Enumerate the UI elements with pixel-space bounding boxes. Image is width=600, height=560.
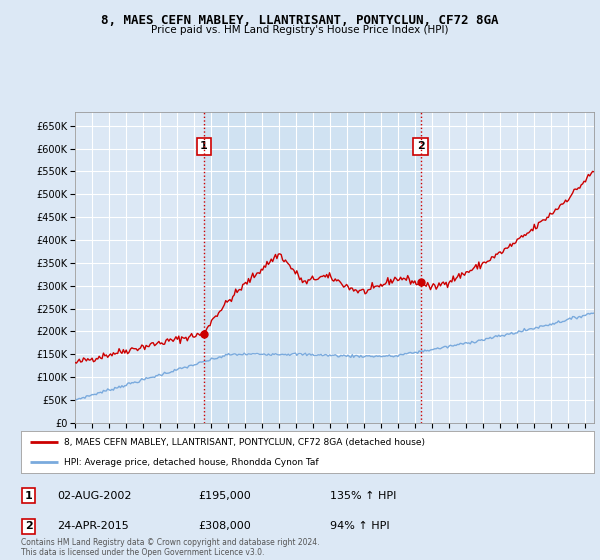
Text: 24-APR-2015: 24-APR-2015 [57, 521, 129, 531]
Text: 1: 1 [25, 491, 32, 501]
Text: Contains HM Land Registry data © Crown copyright and database right 2024.
This d: Contains HM Land Registry data © Crown c… [21, 538, 320, 557]
Text: £308,000: £308,000 [198, 521, 251, 531]
Text: £195,000: £195,000 [198, 491, 251, 501]
Text: HPI: Average price, detached house, Rhondda Cynon Taf: HPI: Average price, detached house, Rhon… [64, 458, 319, 467]
Bar [204, 112, 421, 423]
Text: 2: 2 [25, 521, 32, 531]
Text: 8, MAES CEFN MABLEY, LLANTRISANT, PONTYCLUN, CF72 8GA (detached house): 8, MAES CEFN MABLEY, LLANTRISANT, PONTYC… [64, 437, 425, 447]
Text: 94% ↑ HPI: 94% ↑ HPI [330, 521, 389, 531]
Text: 2: 2 [417, 141, 424, 151]
Text: 135% ↑ HPI: 135% ↑ HPI [330, 491, 397, 501]
Text: 02-AUG-2002: 02-AUG-2002 [57, 491, 131, 501]
Text: 1: 1 [200, 141, 208, 151]
Text: Price paid vs. HM Land Registry's House Price Index (HPI): Price paid vs. HM Land Registry's House … [151, 25, 449, 35]
Text: 8, MAES CEFN MABLEY, LLANTRISANT, PONTYCLUN, CF72 8GA: 8, MAES CEFN MABLEY, LLANTRISANT, PONTYC… [101, 14, 499, 27]
